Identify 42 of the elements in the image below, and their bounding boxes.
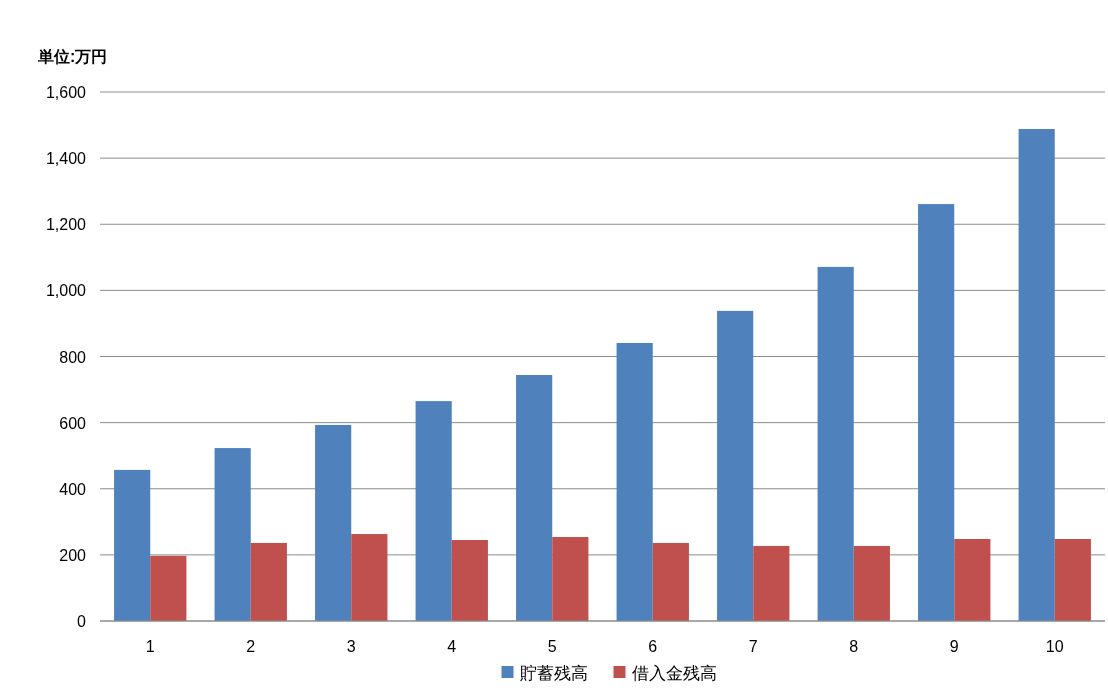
bar [552, 537, 589, 621]
x-tick-label: 8 [849, 638, 859, 655]
bar [451, 540, 488, 621]
y-tick-label: 1,600 [45, 84, 87, 101]
y-tick-label: 1,200 [45, 216, 87, 234]
bar [616, 342, 653, 621]
bar [717, 310, 754, 621]
x-tick-label: 9 [949, 638, 959, 655]
x-tick-label: 1 [145, 638, 155, 655]
y-tick-label: 400 [59, 480, 87, 498]
bar [351, 534, 388, 621]
bar [753, 545, 790, 621]
bar [918, 204, 955, 621]
bar [853, 545, 890, 621]
text: 単位:万円 [37, 48, 108, 65]
legend-label: 貯蓄残高 [519, 664, 588, 683]
x-tick-label: 3 [346, 638, 356, 655]
x-tick-label: 2 [246, 638, 256, 655]
y-tick-label: 1,400 [45, 150, 87, 168]
legend-label: 借入金残高 [631, 664, 717, 683]
bar [652, 542, 689, 621]
bar [1054, 539, 1091, 621]
bar [315, 424, 352, 621]
bar [114, 469, 151, 621]
y-tick-label: 1,000 [45, 282, 87, 300]
x-tick-label: 5 [547, 638, 557, 655]
bar [817, 266, 854, 621]
bar [954, 539, 991, 621]
bar [516, 375, 553, 621]
x-tick-label: 4 [447, 638, 457, 655]
y-tick-label: 800 [59, 348, 87, 366]
y-tick-label: 0 [77, 613, 87, 630]
x-tick-label: 7 [748, 638, 758, 655]
bar [415, 401, 452, 621]
bar [1018, 129, 1055, 621]
y-tick-label: 600 [59, 414, 87, 432]
y-tick-label: 200 [59, 546, 87, 564]
bar [150, 555, 187, 621]
bar [250, 542, 287, 621]
x-tick-label: 6 [648, 638, 658, 655]
x-tick-label: 10 [1045, 638, 1064, 655]
bar [214, 448, 251, 621]
